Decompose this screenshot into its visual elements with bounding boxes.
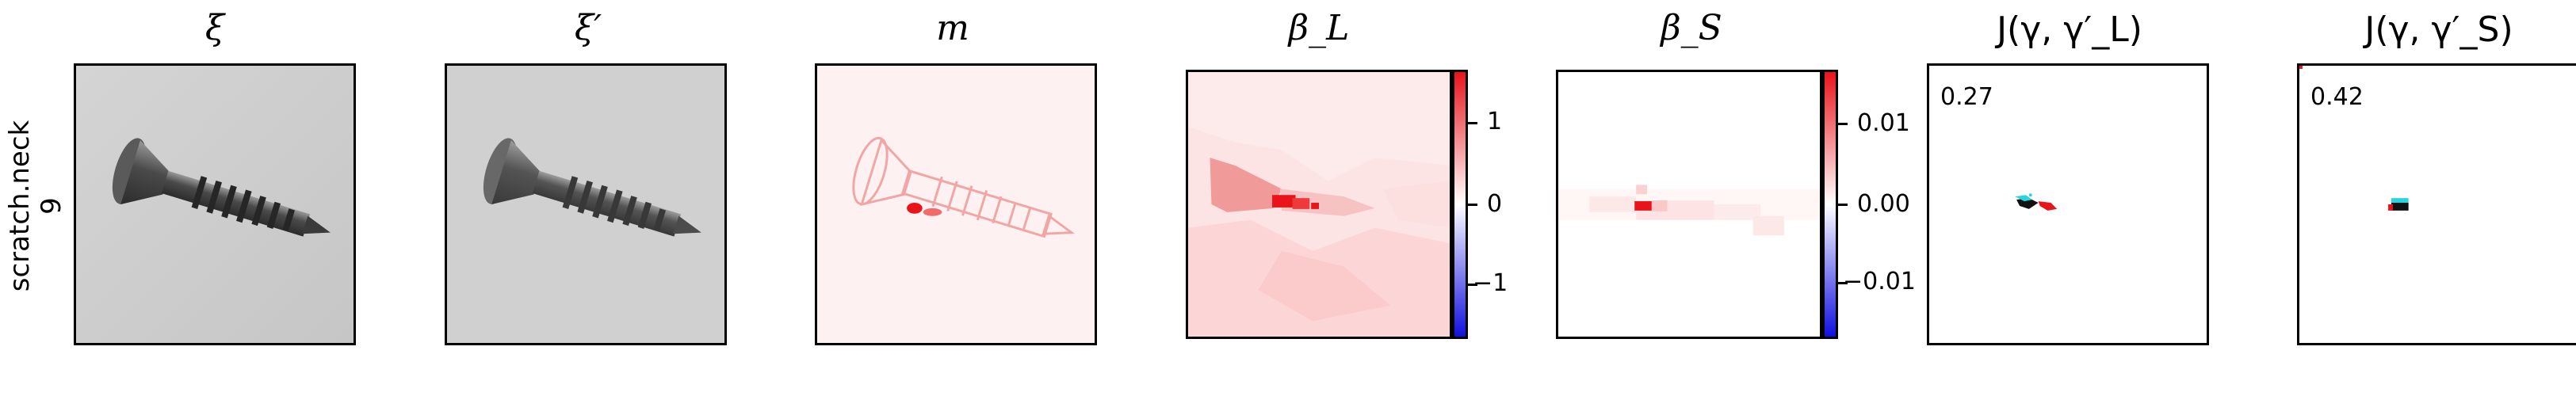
row-label-category: scratch.neck — [4, 120, 36, 292]
heatmap-panel-m — [815, 63, 1097, 345]
attribution-map-beta-l — [1188, 72, 1450, 337]
image-panel-xi — [74, 63, 356, 345]
panel-title-j-l: J(γ, γ′_L) — [1997, 10, 2142, 50]
heatmap-panel-beta-l — [1186, 70, 1452, 339]
colorbar-beta-s — [1822, 70, 1838, 339]
panel-title-j-s: J(γ, γ′_S) — [2364, 10, 2513, 50]
colorbar-tick-label: −1 — [1473, 269, 1508, 297]
colorbar-tick-label: 0.01 — [1857, 109, 1910, 137]
colorbar-tick-mark — [1838, 204, 1848, 206]
heatmap-panel-beta-s — [1556, 70, 1822, 339]
panel-title-m: m — [936, 8, 969, 48]
panel-title-xi: ξ — [204, 8, 225, 48]
mask-overlay-s — [2299, 66, 2409, 211]
row-label: scratch.neck 9 — [0, 0, 71, 396]
panel-title-beta-s: β_S — [1661, 8, 1722, 48]
row-label-text: scratch.neck 9 — [4, 120, 67, 291]
colorbar-tick-label: 0.00 — [1857, 190, 1910, 218]
jaccard-score-s: 0.42 — [2310, 83, 2364, 111]
screw-image-xi-prime — [447, 66, 724, 343]
colorbar-tick-label: 1 — [1487, 108, 1503, 135]
colorbar-tick-mark — [1838, 282, 1848, 284]
panel-title-beta-l: β_L — [1288, 8, 1350, 48]
colorbar-tick-mark — [1838, 123, 1848, 125]
attribution-map-beta-s — [1558, 72, 1820, 337]
jaccard-score-l: 0.27 — [1940, 83, 1993, 111]
panel-title-xi-prime: ξ′ — [574, 8, 602, 48]
difference-map-m — [817, 66, 1095, 343]
colorbar-tick-label: 0 — [1487, 190, 1503, 218]
colorbar-beta-l — [1452, 70, 1468, 339]
colorbar-tick-mark — [1468, 122, 1477, 124]
image-panel-xi-prime — [445, 63, 727, 345]
colorbar-tick-label: −0.01 — [1843, 268, 1916, 295]
mask-panel-j-s: 0.42 — [2297, 63, 2576, 345]
screw-image-xi — [76, 66, 354, 343]
mask-panel-j-l: 0.27 — [1927, 63, 2209, 345]
mask-overlay-l — [2015, 193, 2058, 211]
colorbar-tick-mark — [1468, 204, 1477, 206]
row-label-index: 9 — [36, 197, 67, 215]
colorbar-tick-mark — [1468, 284, 1477, 286]
